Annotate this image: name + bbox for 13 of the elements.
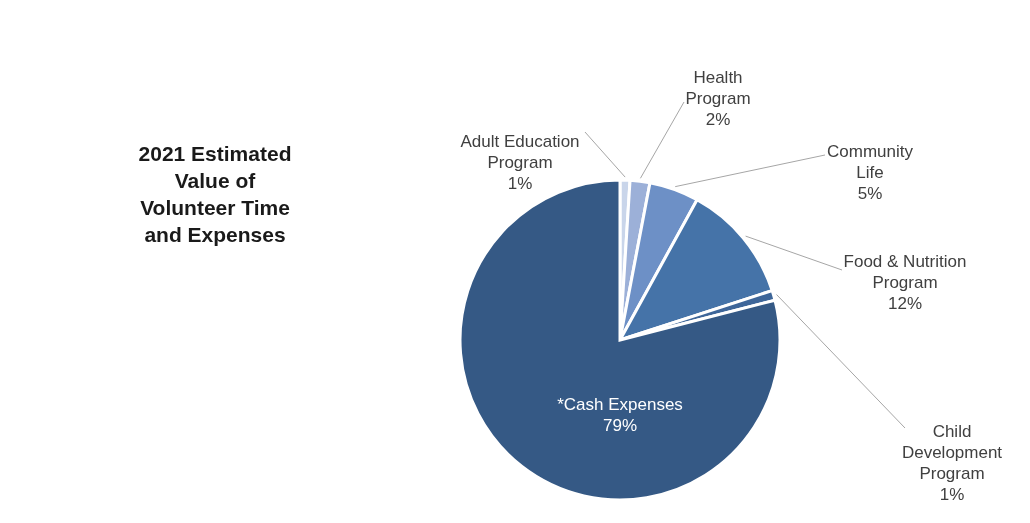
- data-label: 79%: [602, 416, 638, 435]
- slice-label: Health Program: [685, 68, 751, 108]
- slice-label: Child Development Program: [901, 422, 1003, 483]
- data-label: 12%: [887, 294, 923, 313]
- slice-label: Community Life: [827, 142, 914, 182]
- data-label: 1%: [939, 485, 965, 504]
- slice-label: *Cash Expenses: [557, 395, 683, 414]
- data-label: 2%: [705, 110, 731, 129]
- slice-label: Adult Education Program: [460, 132, 580, 172]
- text: 2021 Estimated Value of Volunteer Time and Expenses: [138, 142, 292, 246]
- data-label: 5%: [857, 184, 883, 203]
- slice-label: Food & Nutrition Program: [843, 252, 967, 292]
- data-label: 1%: [507, 174, 533, 193]
